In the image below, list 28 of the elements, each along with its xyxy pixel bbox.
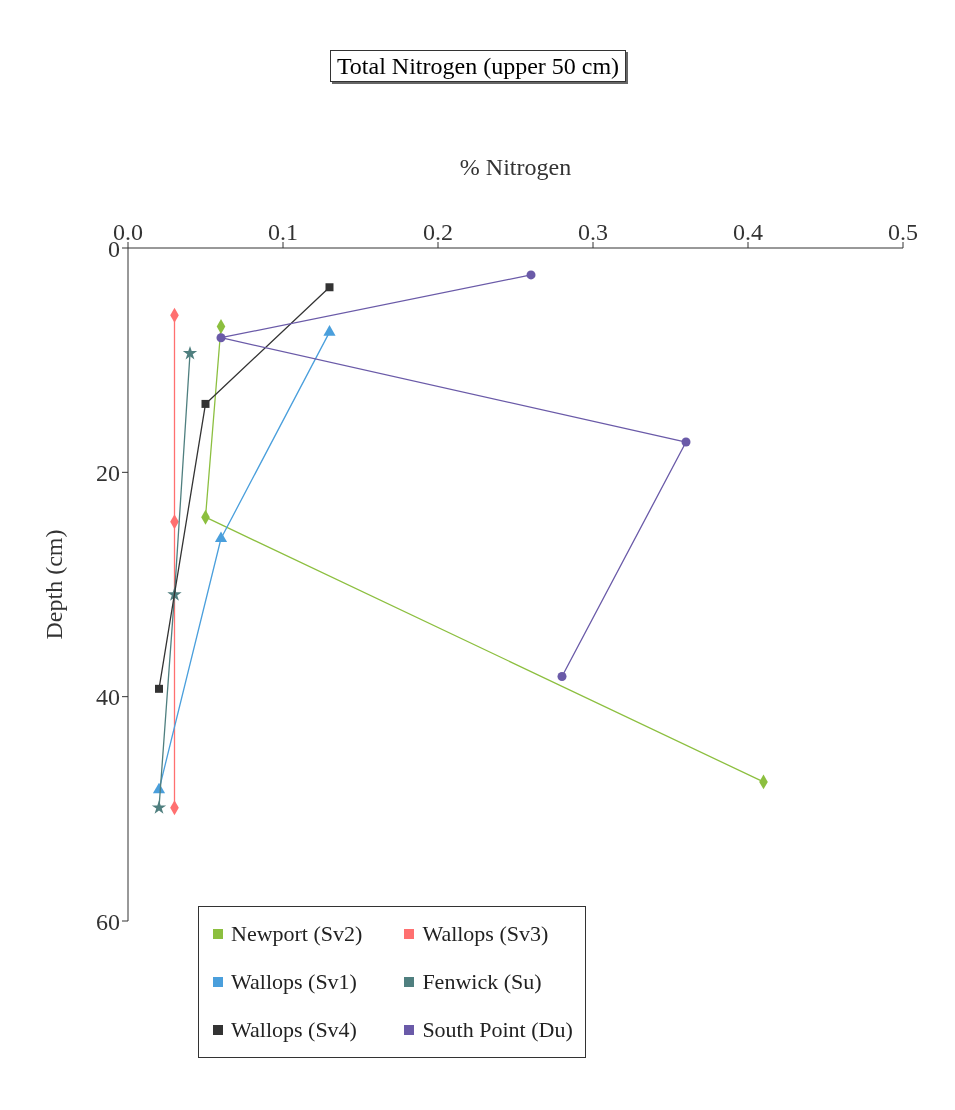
point [323,325,336,336]
point [151,800,167,814]
point [526,270,536,280]
y-tick-label: 20 [96,459,120,486]
point [182,345,198,360]
legend-label: Fenwick (Su) [422,969,542,995]
legend-label: Wallops (Sv4) [231,1017,357,1043]
point [216,333,226,343]
point [155,684,163,693]
point [325,283,334,292]
x-tick-label: 0.4 [733,219,763,245]
legend-label: Wallops (Sv3) [422,921,549,947]
y-axis-title: Depth (cm) [40,529,67,640]
legend-label: Newport (Sv2) [231,921,363,947]
chart-title: Total Nitrogen (upper 50 cm) [329,50,627,82]
point [214,531,228,543]
x-tick-label: 0.3 [578,219,608,245]
y-tick-label: 60 [96,908,120,935]
x-axis-title: % Nitrogen [459,154,572,181]
x-tick-label: 0.2 [423,219,453,245]
legend-label: South Point (Du) [422,1017,573,1043]
y-tick-label: 40 [96,684,120,711]
point [557,671,567,681]
point [681,437,691,447]
x-tick-label: 0.1 [268,219,298,245]
x-tick-label: 0.5 [888,219,918,245]
point [201,399,210,408]
legend-label: Wallops (Sv1) [231,969,357,995]
